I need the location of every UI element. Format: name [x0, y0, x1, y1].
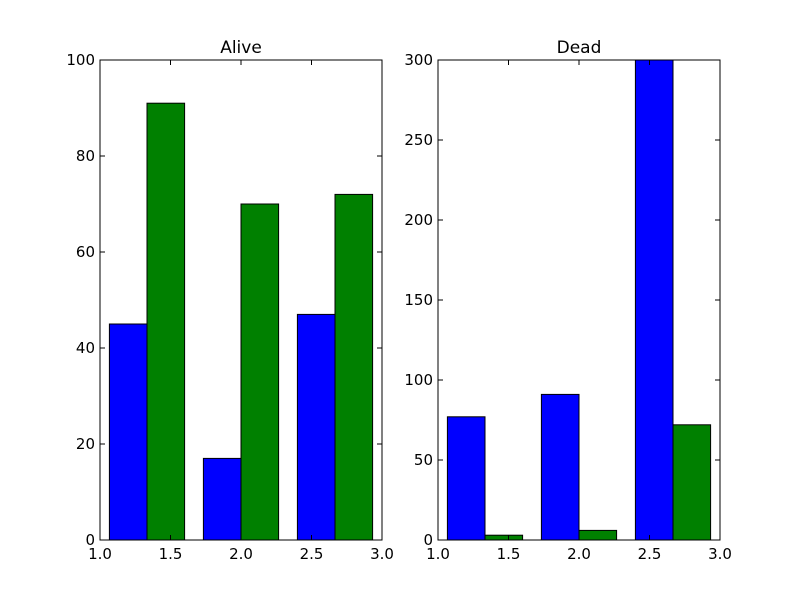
y-tick-label: 60: [76, 243, 95, 261]
x-tick-label: 2.0: [229, 545, 253, 563]
x-tick-label: 1.0: [426, 545, 450, 563]
y-tick-label: 80: [76, 147, 95, 165]
chart-title: Alive: [220, 38, 262, 58]
bar: [202, 457, 242, 541]
chart-title: Dead: [557, 38, 602, 58]
bar: [334, 193, 374, 541]
bar: [108, 323, 148, 541]
x-tick-label: 1.0: [88, 545, 112, 563]
bar: [146, 102, 186, 541]
y-tick-label: 300: [404, 51, 433, 69]
x-tick-label: 1.5: [497, 545, 521, 563]
y-tick-label: 0: [85, 531, 95, 549]
y-tick-label: 150: [404, 291, 433, 309]
chart-dead: Dead 1.0 1.5 2.0 2.5 3.0 0 50 100 150 200 250 300: [404, 38, 732, 563]
bar: [540, 393, 580, 541]
y-tick-label: 250: [404, 131, 433, 149]
x-tick-label: 1.5: [159, 545, 183, 563]
x-tick-label: 2.0: [567, 545, 591, 563]
y-tick-label: 50: [414, 451, 433, 469]
bar: [578, 529, 618, 541]
bar: [296, 313, 336, 541]
y-tick-label: 40: [76, 339, 95, 357]
y-tick-label: 200: [404, 211, 433, 229]
y-tick-label: 0: [423, 531, 433, 549]
bar: [672, 424, 712, 541]
bar: [634, 59, 674, 541]
y-tick-label: 20: [76, 435, 95, 453]
x-tick-label: 3.0: [708, 545, 732, 563]
bar: [240, 203, 280, 541]
bar: [446, 416, 486, 541]
bar: [484, 534, 524, 541]
x-tick-label: 3.0: [370, 545, 394, 563]
chart-alive: Alive 1.0 1.5 2.0 2.5 3.0 0 20 40 60 80 100: [66, 38, 394, 563]
y-tick-label: 100: [66, 51, 95, 69]
y-tick-label: 100: [404, 371, 433, 389]
x-tick-label: 2.5: [638, 545, 662, 563]
x-tick-label: 2.5: [300, 545, 324, 563]
